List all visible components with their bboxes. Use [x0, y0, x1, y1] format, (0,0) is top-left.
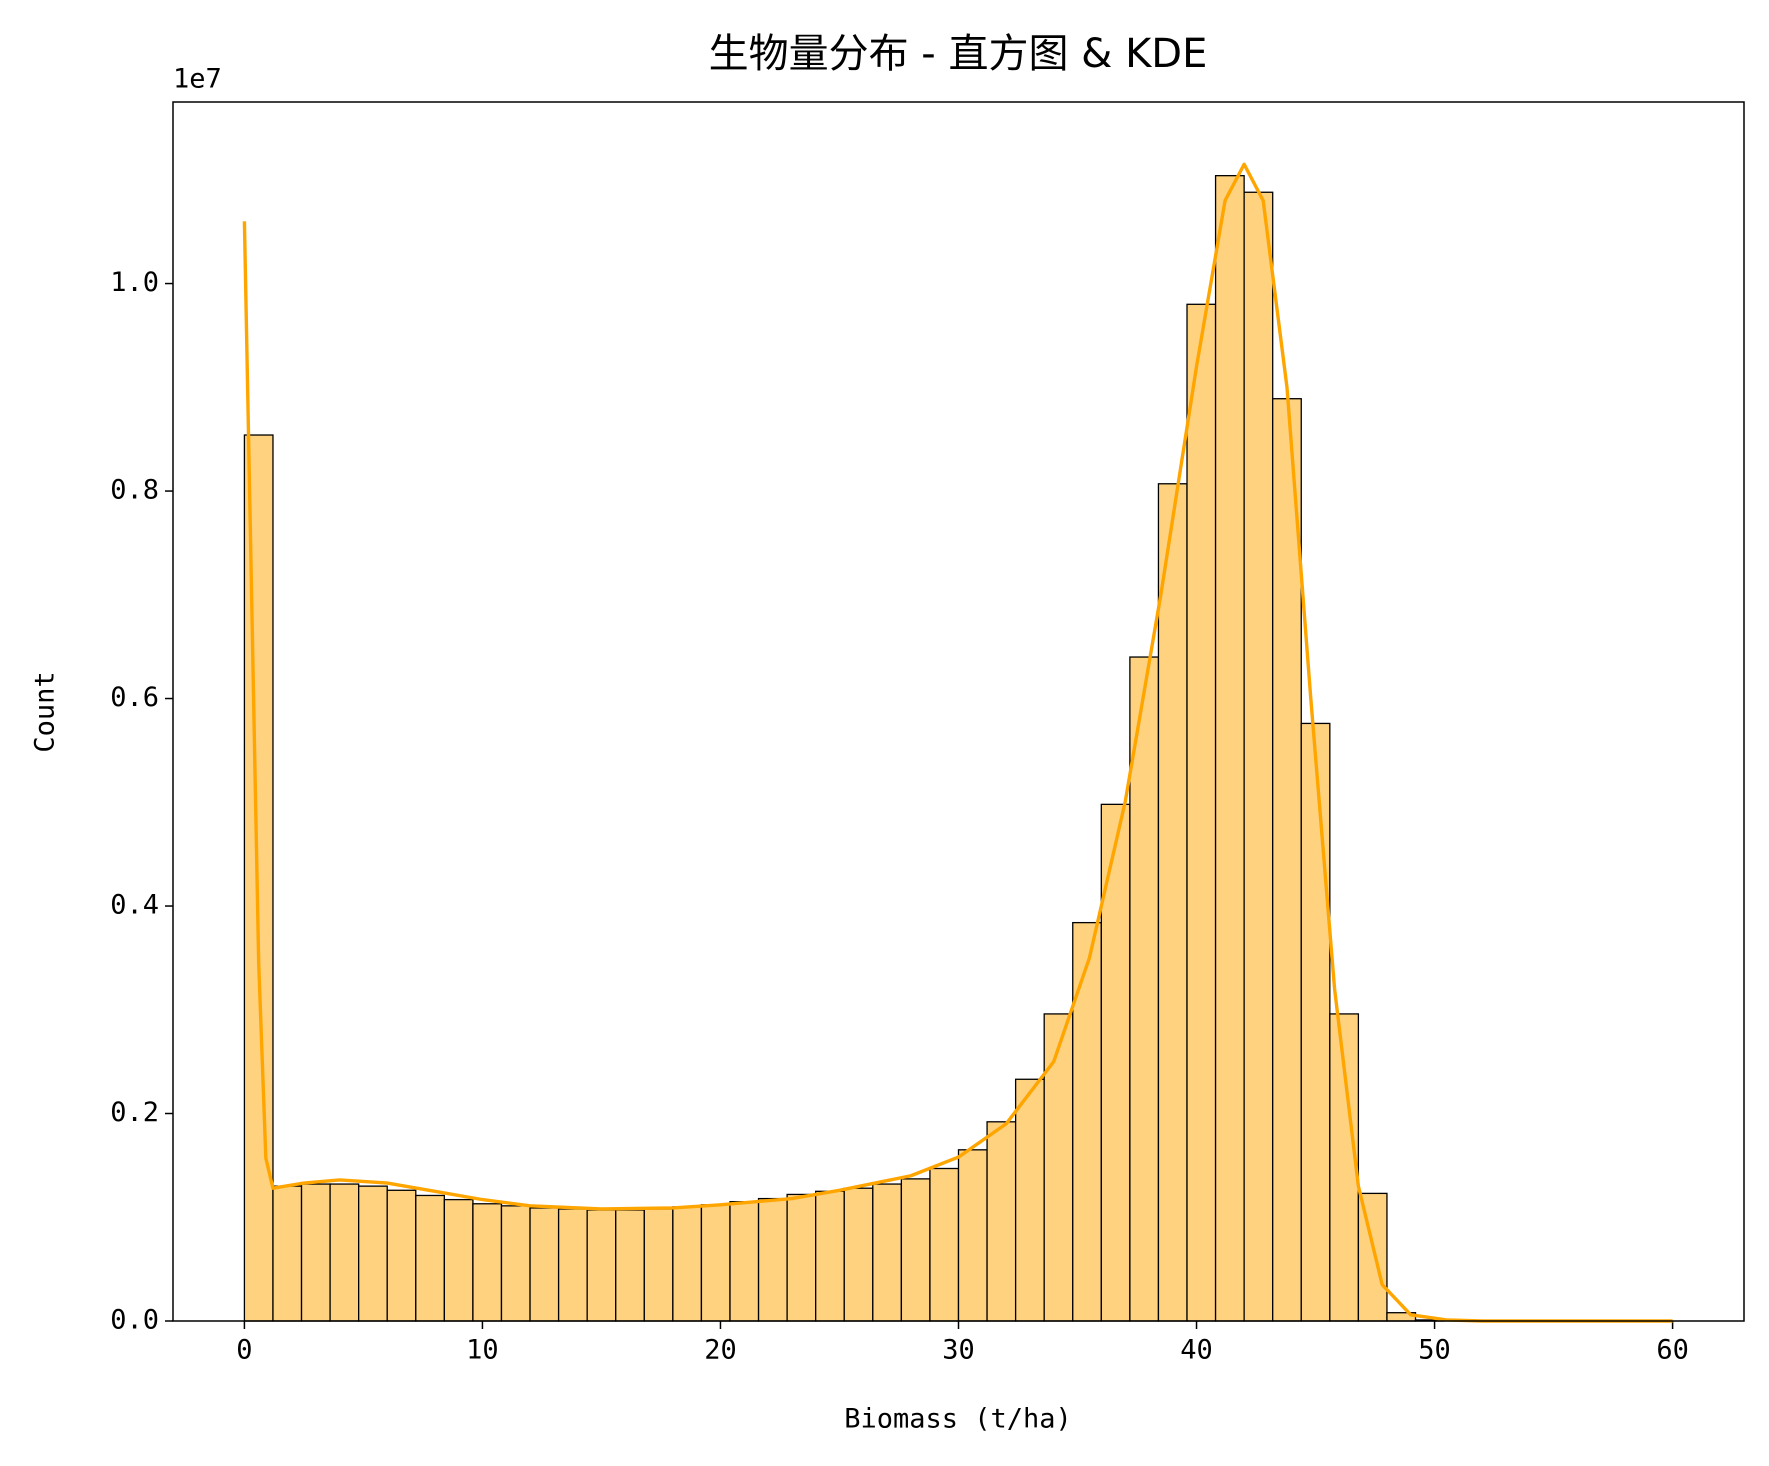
bar	[386, 1189, 417, 1322]
y-tick-label: 0.6	[110, 682, 159, 713]
x-tick-label: 50	[1418, 1335, 1451, 1366]
bar	[843, 1187, 874, 1322]
bar	[472, 1203, 503, 1322]
bar	[443, 1198, 474, 1322]
bar	[957, 1149, 988, 1322]
x-tick-label: 10	[466, 1335, 499, 1366]
chart-title: 生物量分布 - 直方图 & KDE	[709, 31, 1208, 77]
bar	[1243, 191, 1274, 1322]
bar	[529, 1207, 560, 1322]
bar	[557, 1208, 588, 1322]
y-tick-label: 0.4	[110, 890, 159, 921]
y-tick-label: 0.0	[110, 1305, 159, 1336]
x-tick-label: 0	[236, 1335, 252, 1366]
bar	[615, 1209, 645, 1322]
bar	[729, 1201, 760, 1322]
bar	[700, 1204, 731, 1322]
plot-frame	[172, 101, 1745, 1322]
bar	[1072, 921, 1102, 1322]
x-tick-label: 30	[942, 1335, 975, 1366]
y-axis-label: Count	[30, 671, 61, 752]
bar	[1157, 483, 1188, 1322]
x-tick-label: 40	[1180, 1335, 1213, 1366]
bar	[986, 1121, 1017, 1322]
bar	[1357, 1192, 1388, 1322]
bar	[329, 1183, 360, 1322]
bar	[815, 1190, 845, 1322]
bar	[757, 1197, 788, 1322]
bar	[872, 1183, 903, 1322]
bar	[272, 1185, 303, 1322]
x-tick-label: 20	[704, 1335, 737, 1366]
x-tick-label: 60	[1656, 1335, 1689, 1366]
bar	[1043, 1013, 1074, 1322]
bar	[1129, 656, 1160, 1322]
y-tick-label: 0.2	[110, 1097, 159, 1128]
bar	[1300, 722, 1331, 1322]
y-tick-label: 0.8	[110, 475, 159, 506]
bar	[643, 1208, 674, 1322]
x-axis-label: Biomass (t/ha)	[844, 1404, 1072, 1435]
bar	[500, 1205, 531, 1322]
y-tick-label: 1.0	[110, 267, 159, 298]
bar	[1186, 303, 1217, 1322]
bar	[415, 1194, 446, 1322]
bar	[1214, 175, 1245, 1322]
bar	[300, 1183, 331, 1322]
bar	[786, 1193, 817, 1322]
bar	[1014, 1078, 1045, 1322]
bar	[929, 1167, 960, 1322]
bar	[900, 1178, 931, 1322]
bar	[358, 1185, 388, 1322]
bar	[586, 1209, 617, 1322]
bar	[672, 1206, 703, 1322]
y-offset-label: 1e7	[173, 64, 222, 95]
kde-line	[242, 162, 1673, 1323]
